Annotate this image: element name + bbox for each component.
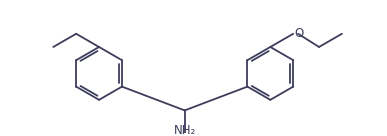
Text: O: O [294,27,303,40]
Text: NH₂: NH₂ [173,124,196,136]
